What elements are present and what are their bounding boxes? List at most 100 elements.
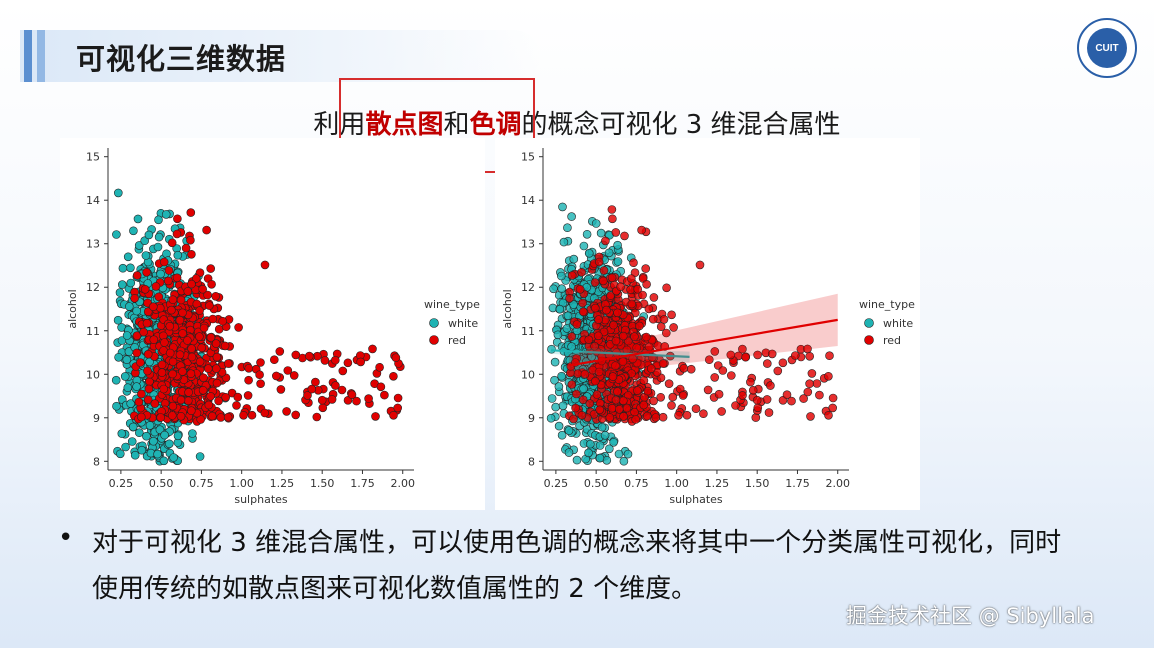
red-point — [375, 363, 384, 372]
red-point — [611, 361, 620, 370]
logo-text: CUIT — [1087, 28, 1127, 68]
white-point — [564, 426, 574, 435]
red-point — [168, 401, 178, 411]
red-point — [208, 314, 218, 324]
white-point — [117, 280, 127, 289]
red-point — [142, 318, 152, 328]
white-point — [144, 230, 154, 240]
red-point — [641, 264, 650, 273]
red-point — [134, 397, 144, 407]
red-point — [132, 331, 142, 340]
red-point — [799, 394, 808, 403]
university-logo-icon: CUIT — [1077, 18, 1137, 78]
red-point — [644, 304, 654, 314]
red-point — [239, 410, 248, 420]
red-point — [151, 282, 161, 291]
red-point — [186, 369, 196, 378]
red-point — [132, 271, 142, 280]
red-point — [270, 355, 279, 364]
red-point — [607, 205, 617, 214]
red-point — [667, 401, 676, 410]
red-point — [615, 404, 624, 414]
title-accent-bar — [24, 30, 32, 82]
red-point — [805, 379, 814, 388]
red-point — [679, 364, 689, 373]
y-tick-label: 11 — [521, 325, 535, 338]
bullet-text: 对于可视化 3 维混合属性，可以使用色调的概念来将其中一个分类属性可视化，同时使… — [92, 528, 1062, 604]
white-point — [586, 439, 595, 449]
red-point — [216, 413, 226, 422]
white-point — [557, 271, 566, 281]
red-point — [629, 258, 638, 267]
red-point — [631, 415, 640, 424]
red-point — [211, 339, 221, 348]
white-point — [548, 303, 558, 313]
red-point — [221, 392, 230, 402]
red-point — [186, 235, 195, 245]
red-point — [199, 323, 209, 333]
red-point — [805, 352, 815, 361]
red-point — [197, 343, 206, 353]
red-point — [667, 310, 676, 320]
white-point — [111, 375, 121, 385]
x-tick-label: 0.25 — [109, 477, 134, 490]
red-point — [140, 285, 150, 294]
red-point — [664, 379, 674, 388]
y-axis-label: alcohol — [501, 289, 514, 328]
white-point — [126, 278, 136, 288]
red-point — [203, 290, 212, 300]
red-point — [371, 412, 380, 421]
red-point — [674, 410, 683, 420]
y-tick-label: 12 — [86, 281, 100, 294]
white-point — [558, 202, 567, 212]
x-tick-label: 1.50 — [745, 477, 770, 490]
red-point — [186, 208, 196, 217]
red-point — [156, 303, 165, 313]
red-point — [638, 290, 647, 300]
white-point — [127, 437, 137, 446]
white-point — [115, 449, 125, 459]
red-point — [613, 308, 622, 318]
legend-label-white: white — [883, 317, 913, 330]
white-point — [135, 428, 144, 438]
red-point — [393, 403, 403, 413]
red-point — [608, 372, 618, 381]
scatter-points — [546, 202, 838, 466]
red-point — [803, 344, 812, 354]
white-point — [549, 284, 558, 294]
white-point — [141, 251, 151, 260]
x-tick-label: 0.75 — [189, 477, 214, 490]
white-point — [128, 422, 138, 432]
red-point — [594, 315, 603, 324]
red-point — [164, 266, 174, 275]
white-point — [604, 248, 614, 258]
white-point — [129, 226, 138, 236]
y-tick-label: 15 — [86, 151, 100, 164]
red-point — [187, 250, 196, 259]
red-point — [616, 282, 625, 291]
white-point — [137, 445, 147, 455]
red-point — [187, 406, 196, 416]
x-tick-label: 1.00 — [229, 477, 254, 490]
red-point — [618, 357, 628, 366]
white-point — [553, 330, 563, 340]
red-point — [218, 316, 227, 326]
red-point — [338, 366, 348, 376]
white-point — [613, 257, 623, 266]
x-tick-label: 1.25 — [270, 477, 295, 490]
white-point — [605, 444, 614, 454]
red-point — [594, 367, 604, 377]
red-point — [627, 274, 636, 283]
x-tick-label: 1.25 — [705, 477, 730, 490]
red-point — [303, 391, 312, 400]
white-point — [579, 241, 589, 251]
red-point — [183, 287, 193, 296]
red-point — [662, 328, 671, 338]
red-point — [825, 351, 834, 360]
red-point — [173, 214, 182, 224]
red-point — [136, 358, 145, 367]
red-point — [686, 364, 696, 374]
red-point — [567, 271, 577, 280]
title-banner — [20, 30, 540, 82]
red-point — [167, 238, 177, 248]
